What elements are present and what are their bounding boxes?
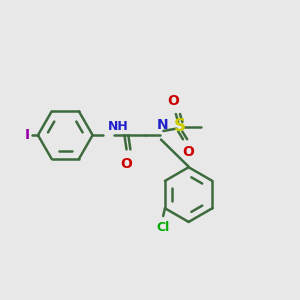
Text: S: S [174,117,186,135]
Text: N: N [157,118,168,132]
Text: O: O [120,157,132,171]
Text: I: I [25,128,30,142]
Text: NH: NH [108,120,129,133]
Text: Cl: Cl [157,221,170,234]
Text: O: O [167,94,179,108]
Text: O: O [182,145,194,159]
